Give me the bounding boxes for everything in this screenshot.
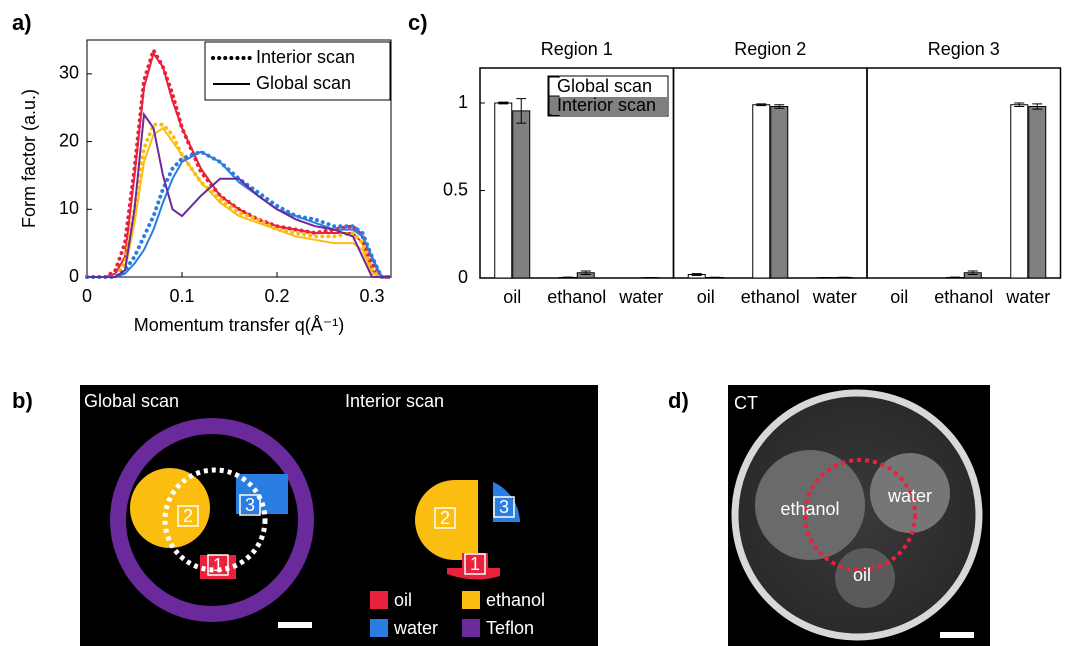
error-bar xyxy=(563,277,573,278)
page: {"chart_data":[ {"type":"line","panel":"… xyxy=(0,0,1077,646)
bar xyxy=(1011,105,1028,278)
panel-b: Global scan Interior scan 1 2 3 1 2 3 oi… xyxy=(80,385,598,646)
legend-swatch xyxy=(370,591,388,609)
legend-swatch xyxy=(370,619,388,637)
x-tick-label: water xyxy=(812,287,857,307)
x-tick-label: water xyxy=(1005,287,1050,307)
well-label: ethanol xyxy=(780,499,839,519)
y-tick-label: 0.5 xyxy=(443,179,468,199)
x-tick-label: oil xyxy=(697,287,715,307)
legend-label: Interior scan xyxy=(557,95,656,115)
x-tick-label: 0 xyxy=(82,286,92,306)
y-axis-label: Form factor (a.u.) xyxy=(19,89,39,228)
region-label: 1 xyxy=(213,555,223,575)
region-label: 3 xyxy=(245,495,255,515)
y-tick-label: 10 xyxy=(59,198,79,218)
panel-d: CT ethanol water oil xyxy=(728,385,990,646)
bar xyxy=(513,111,530,278)
legend-label: ethanol xyxy=(486,590,545,610)
x-tick-label: ethanol xyxy=(547,287,606,307)
panel-label: c) xyxy=(408,10,428,35)
series-line xyxy=(87,152,391,277)
region-label: 2 xyxy=(440,508,450,528)
legend-label: Global scan xyxy=(256,73,351,93)
panel-c: 0 0.5 1 Region 1 oil ethanol water Region 2 oil e… xyxy=(443,39,1061,307)
x-tick-label: oil xyxy=(503,287,521,307)
image-title: Interior scan xyxy=(345,391,444,411)
bar xyxy=(753,105,770,278)
x-tick-label: ethanol xyxy=(741,287,800,307)
image-title: CT xyxy=(734,393,758,413)
panel-label: b) xyxy=(12,388,33,413)
series-line xyxy=(87,125,391,277)
x-tick-label: 0.2 xyxy=(264,286,289,306)
region-label: 1 xyxy=(470,554,480,574)
bar xyxy=(771,107,788,279)
region-label: 2 xyxy=(183,506,193,526)
error-bar xyxy=(950,277,960,278)
panel-a: 0 10 20 30 0 0.1 0.2 0.3 Momentum transfer q(Å⁻¹… xyxy=(19,40,391,335)
x-tick-label: 0.3 xyxy=(359,286,384,306)
image-title: Global scan xyxy=(84,391,179,411)
y-tick-label: 30 xyxy=(59,63,79,83)
x-tick-label: ethanol xyxy=(934,287,993,307)
y-tick-label: 0 xyxy=(69,266,79,286)
panel-label: d) xyxy=(668,388,689,413)
legend-label: Global scan xyxy=(557,76,652,96)
region-label: 3 xyxy=(499,497,509,517)
y-tick-label: 20 xyxy=(59,130,79,150)
region-title: Region 2 xyxy=(734,39,806,59)
well-label: oil xyxy=(853,565,871,585)
legend-label: water xyxy=(393,618,438,638)
region-title: Region 1 xyxy=(541,39,613,59)
x-axis-label: Momentum transfer q(Å⁻¹) xyxy=(134,315,345,335)
panel-label: a) xyxy=(12,10,32,35)
bar xyxy=(495,103,512,278)
y-tick-label: 1 xyxy=(458,92,468,112)
legend-label: Interior scan xyxy=(256,47,355,67)
scale-bar xyxy=(278,622,312,628)
scale-bar xyxy=(940,632,974,638)
x-tick-label: water xyxy=(618,287,663,307)
bar xyxy=(1029,107,1046,279)
x-tick-label: oil xyxy=(890,287,908,307)
legend-swatch xyxy=(462,619,480,637)
x-tick-label: 0.1 xyxy=(169,286,194,306)
figure: a) c) b) d) 010203000.10.20.3Momentum tr… xyxy=(0,0,1077,646)
series-line xyxy=(87,128,391,277)
well-label: water xyxy=(887,486,932,506)
region-title: Region 3 xyxy=(928,39,1000,59)
legend-label: oil xyxy=(394,590,412,610)
legend-label: Teflon xyxy=(486,618,534,638)
legend-swatch xyxy=(462,591,480,609)
y-tick-label: 0 xyxy=(458,267,468,287)
